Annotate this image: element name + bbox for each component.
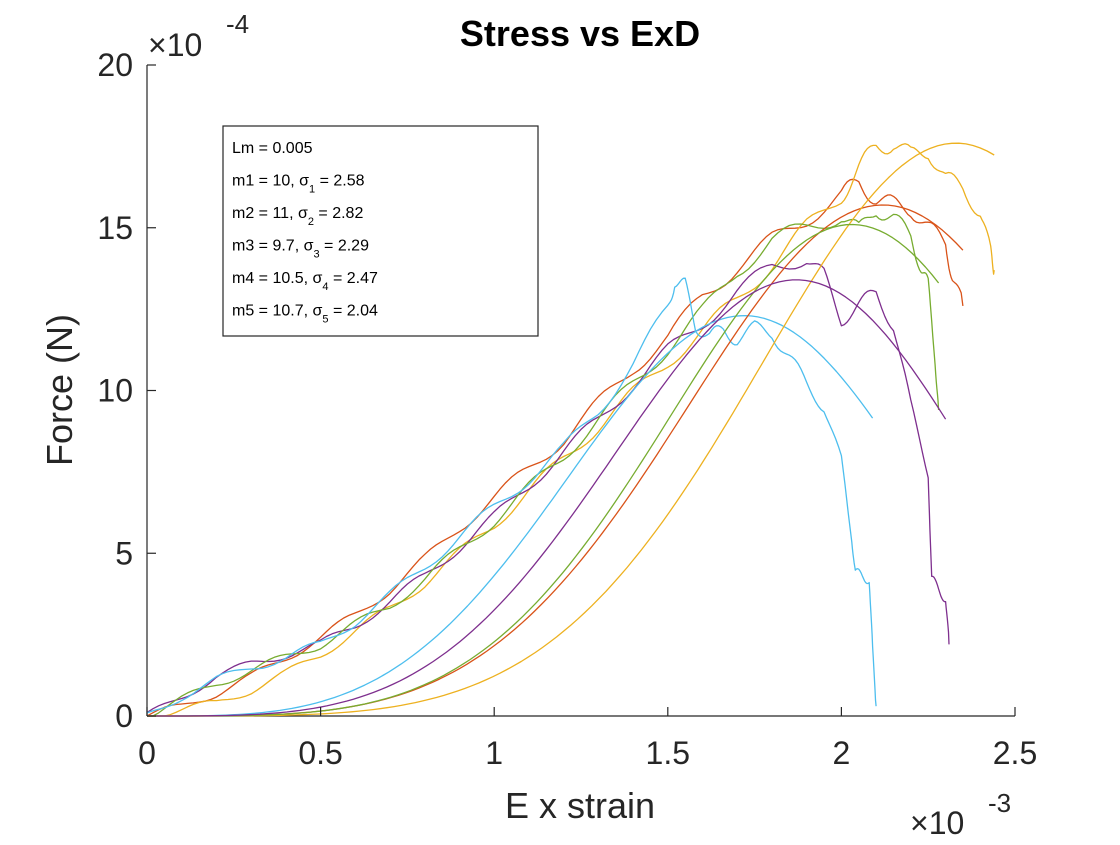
y-tick-label: 20 <box>97 47 133 83</box>
x-tick-label: 0 <box>138 735 156 771</box>
annotation-box: Lm = 0.005 m1 = 10, σ1 = 2.58 m2 = 11, σ2 … <box>222 125 539 337</box>
y-tick-label: 5 <box>115 535 133 571</box>
chart-title: Stress vs ExD <box>460 13 700 54</box>
data-curve <box>147 213 940 717</box>
x-tick-label: 1.5 <box>646 735 690 771</box>
x-tick-label: 2 <box>833 735 851 771</box>
x-tick-label: 0.5 <box>298 735 342 771</box>
x-axis-label: E x strain <box>505 785 655 826</box>
annotation-line: m2 = 11, σ2 = 2.82 <box>232 205 363 228</box>
fit-curve <box>147 142 995 717</box>
data-curve <box>147 143 995 717</box>
annotation-frame <box>222 125 539 337</box>
series-layer <box>146 142 995 717</box>
tick-layer: 0 0.5 1 1.5 2 2.5 0 5 10 15 20 <box>97 47 1037 771</box>
y-tick-label: 15 <box>97 210 133 246</box>
y-axis-label: Force (N) <box>39 314 80 466</box>
y-tick-label: 0 <box>115 698 133 734</box>
data-curve <box>146 262 950 714</box>
data-curve <box>146 178 964 717</box>
y-tick-label: 10 <box>97 373 133 409</box>
x-tick-label: 2.5 <box>993 735 1037 771</box>
y-exponent-base: ×10 <box>148 27 202 63</box>
x-tick-label: 1 <box>485 735 503 771</box>
annotation-line: m3 = 9.7, σ3 = 2.29 <box>232 238 369 261</box>
x-exponent-power: -3 <box>988 788 1011 818</box>
fit-curve <box>147 314 874 717</box>
annotation-line: m5 = 10.7, σ5 = 2.04 <box>232 303 378 326</box>
x-exponent: ×10 -3 <box>910 788 1011 841</box>
y-exponent: ×10 -4 <box>148 9 249 63</box>
fit-curve <box>147 279 947 717</box>
y-exponent-power: -4 <box>226 9 249 39</box>
x-exponent-base: ×10 <box>910 805 964 840</box>
annotation-line: Lm = 0.005 <box>232 140 313 157</box>
data-curve <box>146 277 877 714</box>
fit-curve <box>147 223 940 717</box>
annotation-line: m1 = 10, σ1 = 2.58 <box>232 173 365 196</box>
annotation-lines: Lm = 0.005 m1 = 10, σ1 = 2.58 m2 = 11, σ2 … <box>232 140 378 326</box>
annotation-line: m4 = 10.5, σ4 = 2.47 <box>232 270 378 293</box>
